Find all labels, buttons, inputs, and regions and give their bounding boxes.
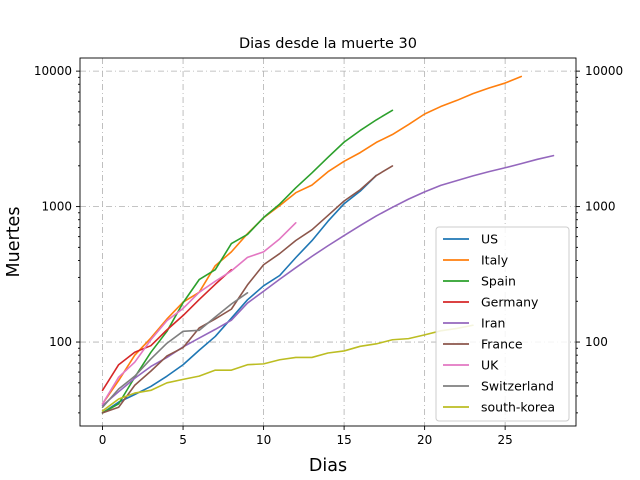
y-tick-label: 1000 <box>41 200 72 214</box>
series-line-france <box>101 165 394 414</box>
legend-label: US <box>481 232 498 247</box>
legend-box <box>435 226 570 422</box>
grid-lines <box>80 58 576 426</box>
series-line-italy <box>101 75 523 405</box>
x-tick-label: 0 <box>99 433 107 447</box>
x-tick-label: 20 <box>417 433 432 447</box>
legend-label: south-korea <box>481 400 555 415</box>
series-line-south-korea <box>101 324 474 412</box>
series-line-uk <box>101 222 297 405</box>
legend-label: Switzerland <box>481 379 554 394</box>
series-line-germany <box>101 268 233 392</box>
x-tick-label: 10 <box>256 433 271 447</box>
x-tick-label: 25 <box>497 433 512 447</box>
x-axis-label: Dias <box>309 456 347 476</box>
series-lines <box>101 75 555 414</box>
y-axis-label: Muertes <box>4 207 24 278</box>
series-line-spain <box>101 109 394 414</box>
right-y-tick-label: 1000 <box>585 200 616 214</box>
legend: US Italy Spain Germany Iran France UK Switzerla… <box>435 226 570 422</box>
series-line-us <box>101 174 378 414</box>
x-tick-label: 5 <box>179 433 187 447</box>
legend-label: France <box>481 337 523 352</box>
plot-frame <box>79 57 577 427</box>
x-tick-label: 15 <box>336 433 351 447</box>
legend-label: Italy <box>481 253 509 268</box>
right-y-tick-label: 10000 <box>585 64 623 78</box>
legend-label: Germany <box>481 295 539 310</box>
axis-ticks: 0 5 10 15 20 25 100 100 1000 1000 10000 10000 <box>34 64 623 447</box>
legend-label: Iran <box>481 316 505 331</box>
chart-title: Dias desde la muerte 30 <box>239 36 417 52</box>
legend-label: Spain <box>481 274 516 289</box>
y-tick-label: 100 <box>49 335 72 349</box>
y-tick-label: 10000 <box>34 64 72 78</box>
right-y-tick-label: 100 <box>585 335 608 349</box>
legend-label: UK <box>481 358 499 373</box>
series-line-switzerland <box>101 291 249 409</box>
